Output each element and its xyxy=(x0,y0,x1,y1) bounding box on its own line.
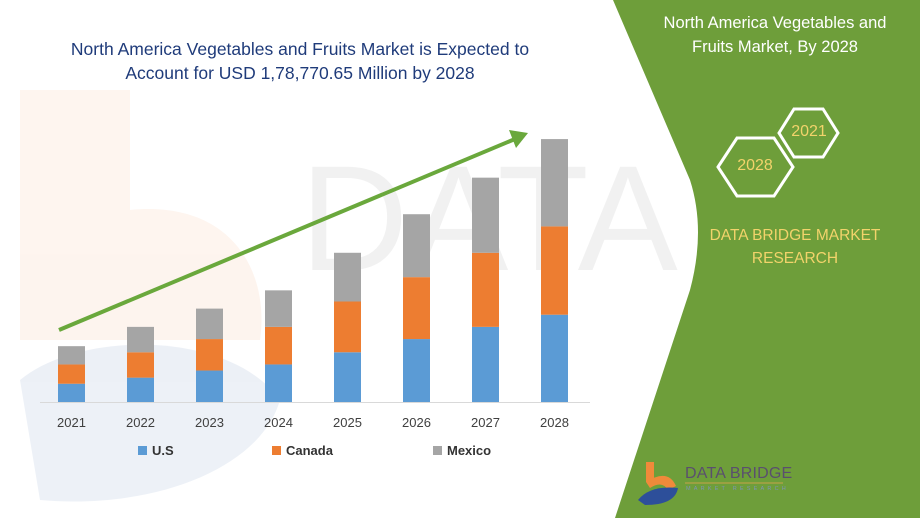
bar-2025-canada xyxy=(334,301,361,353)
x-tick-label: 2024 xyxy=(264,415,293,430)
trend-arrow xyxy=(58,137,516,332)
bar-2028-us xyxy=(541,314,568,402)
bar-2024-us xyxy=(265,364,292,402)
bar-2022-us xyxy=(127,377,154,402)
bar-2021-mexico xyxy=(58,346,85,365)
bar-2028-canada xyxy=(541,226,568,315)
bar-2023-mexico xyxy=(196,308,223,340)
title-line-2: Account for USD 1,78,770.65 Million by 2… xyxy=(125,63,475,83)
x-tick-label: 2028 xyxy=(540,415,569,430)
hex-label-2028: 2028 xyxy=(737,157,773,174)
panel-title-line-1: North America Vegetables and xyxy=(663,14,887,32)
hexagon-2021 xyxy=(777,107,840,159)
green-panel xyxy=(613,0,920,518)
bar-2027-canada xyxy=(472,252,499,327)
trend-arrow-head xyxy=(509,130,528,148)
panel-title-line-2: Fruits Market, By 2028 xyxy=(692,38,858,56)
bar-2023-us xyxy=(196,370,223,402)
chart-title: North America Vegetables and Fruits Mark… xyxy=(40,37,560,85)
bar-2023-canada xyxy=(196,339,223,371)
bar-2027-us xyxy=(472,326,499,402)
legend-label: U.S xyxy=(152,443,174,458)
logo-text: DATA BRIDGE xyxy=(685,465,793,482)
legend-swatch xyxy=(272,446,281,455)
x-tick-label: 2027 xyxy=(471,415,500,430)
legend-item-us: U.S xyxy=(138,443,174,458)
bar-2028-mexico xyxy=(541,139,568,227)
legend-swatch xyxy=(433,446,442,455)
x-tick-label: 2026 xyxy=(402,415,431,430)
legend-label: Mexico xyxy=(447,443,492,458)
bar-2026-mexico xyxy=(403,214,430,278)
logo-subtext: MARKET RESEARCH xyxy=(686,486,789,492)
bar-2022-mexico xyxy=(127,326,154,353)
bar-2024-canada xyxy=(265,326,292,365)
x-tick-label: 2023 xyxy=(195,415,224,430)
title-line-1: North America Vegetables and Fruits Mark… xyxy=(70,39,530,59)
x-tick-label: 2022 xyxy=(126,415,155,430)
legend-swatch xyxy=(138,446,147,455)
bar-2027-mexico xyxy=(472,177,499,253)
bar-2026-us xyxy=(403,339,430,402)
watermark-logo xyxy=(20,90,280,502)
bar-2025-us xyxy=(334,352,361,402)
bar-2021-canada xyxy=(58,364,85,384)
x-tick-label: 2025 xyxy=(333,415,362,430)
legend-item-canada: Canada xyxy=(272,443,333,458)
bar-2025-mexico xyxy=(334,252,361,302)
legend-item-mexico: Mexico xyxy=(433,443,491,458)
panel-title: North America Vegetables and Fruits Mark… xyxy=(640,11,910,59)
brand-text: DATA BRIDGE MARKET RESEARCH xyxy=(700,224,890,270)
hex-label-2021: 2021 xyxy=(791,123,827,140)
bar-2024-mexico xyxy=(265,290,292,327)
hexagon-2028 xyxy=(716,136,795,198)
bar-2021-us xyxy=(58,383,85,402)
brand-line-2: RESEARCH xyxy=(751,250,839,267)
bar-2022-canada xyxy=(127,352,154,378)
logo-icon xyxy=(638,462,678,505)
brand-line-1: DATA BRIDGE MARKET xyxy=(709,227,881,244)
legend-label: Canada xyxy=(286,443,333,458)
bar-2026-canada xyxy=(403,277,430,340)
chart: 2021 2022 2023 2024 2025 2026 2027 2028 xyxy=(40,130,590,430)
x-tick-label: 2021 xyxy=(57,415,86,430)
